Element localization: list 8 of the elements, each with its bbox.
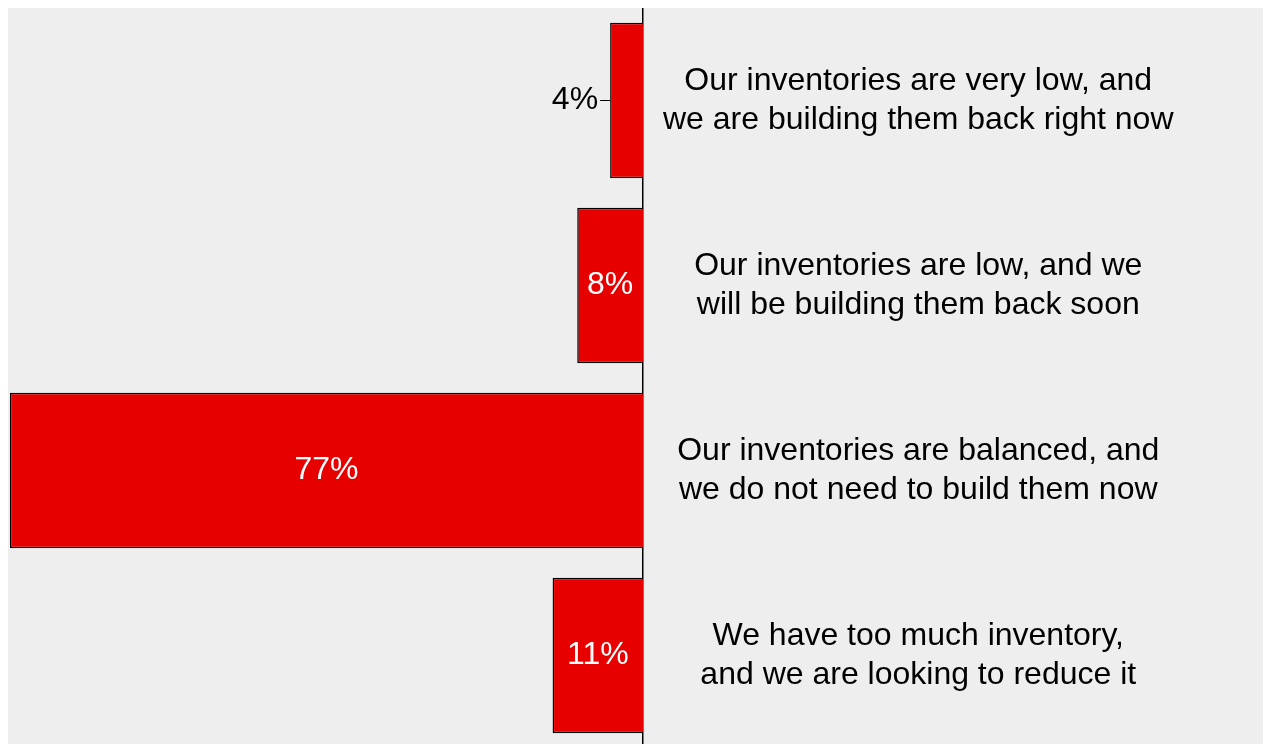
y-tick-label: Our inventories are very low, and we are building them back right now [662,61,1175,136]
data-label: 77% [294,450,359,487]
y-tick-label: We have too much inventory, and we are looking to reduce it [700,616,1137,691]
data-label: 8% [586,265,634,302]
y-tick-label: Our inventories are balanced, and we do not need to build them now [677,431,1160,506]
data-label: 11% [566,635,629,672]
data-label: 4% [551,80,599,117]
y-tick-label: Our inventories are low, and we will be building them back soon [694,246,1143,321]
